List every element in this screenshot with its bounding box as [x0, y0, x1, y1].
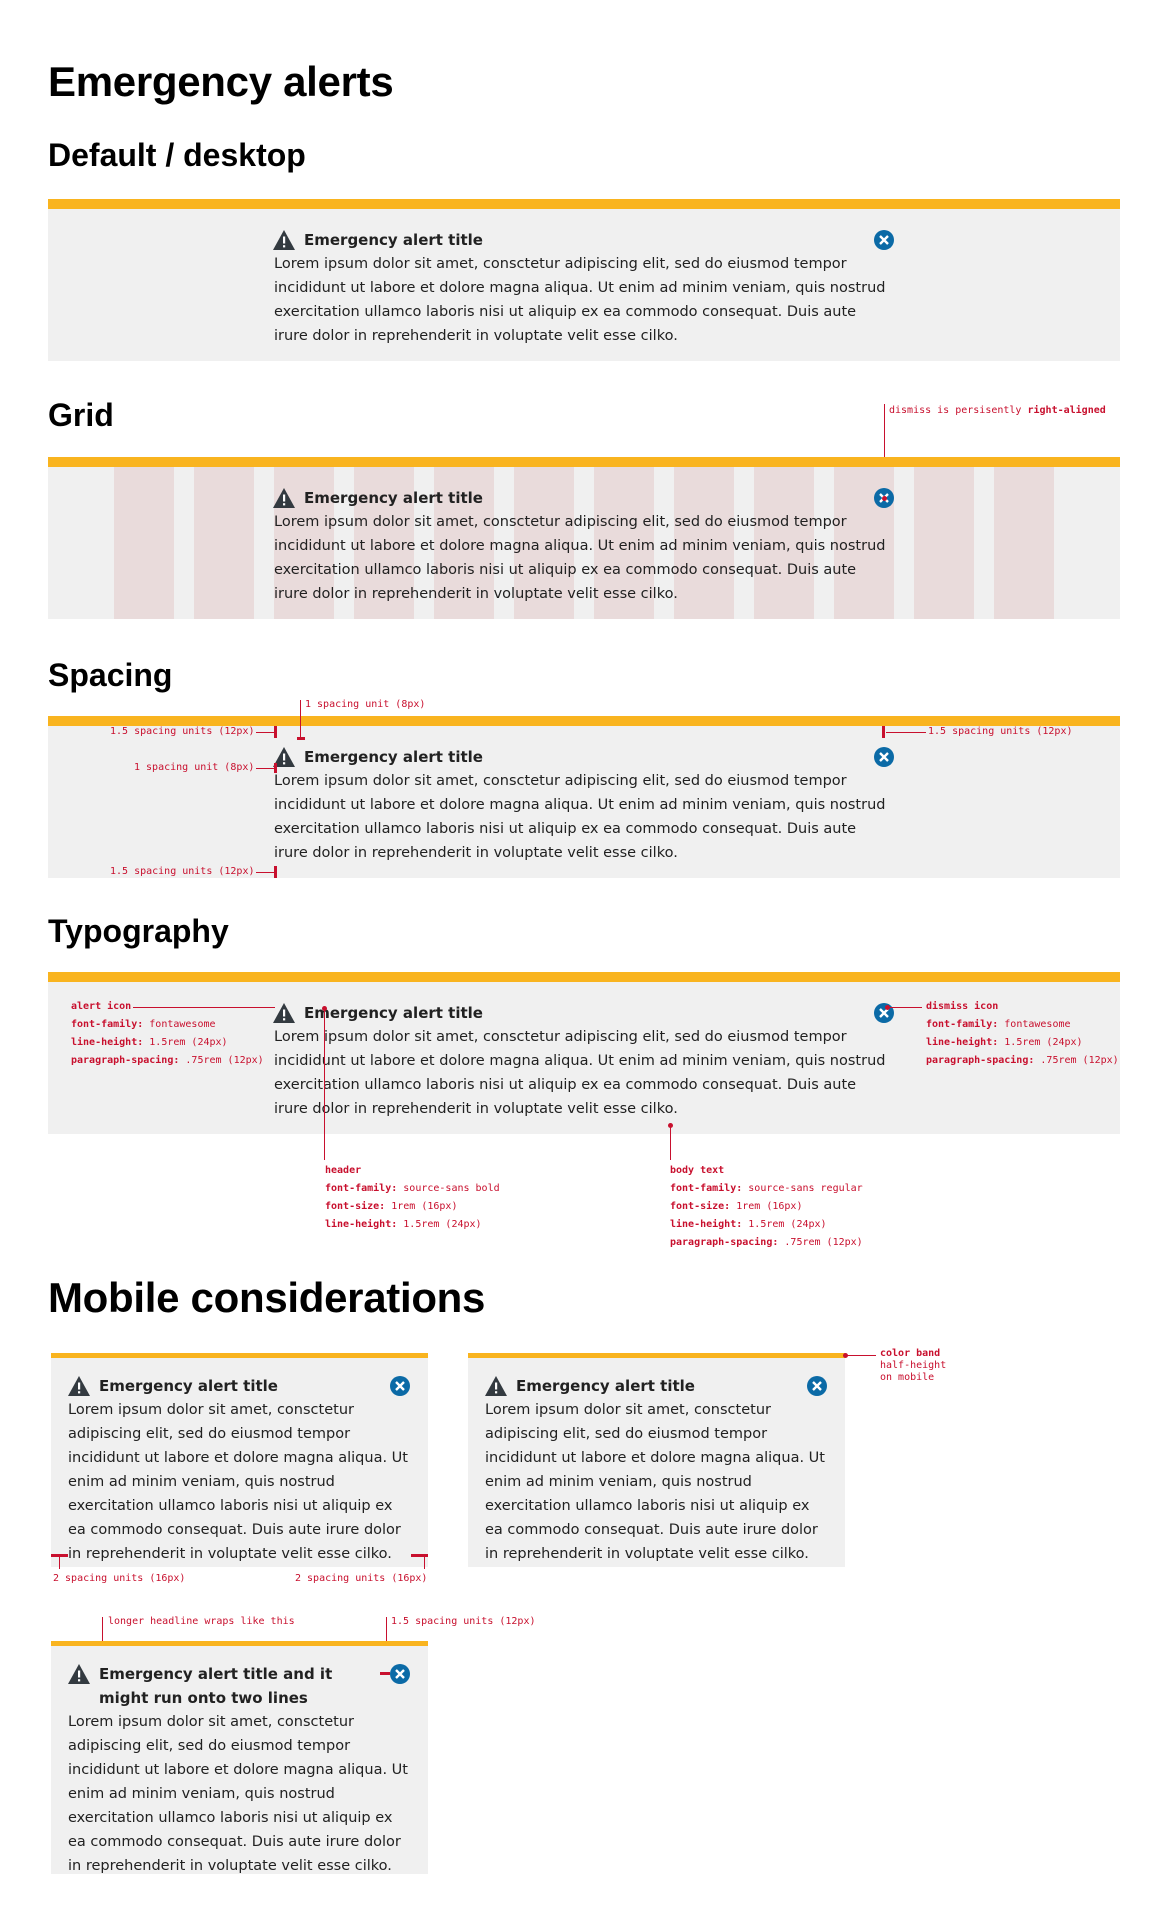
alert-body: Lorem ipsum dolor sit amet, consctetur a…	[274, 773, 886, 861]
annotation-leader	[886, 732, 926, 733]
alert-title: Emergency alert title	[516, 1377, 695, 1395]
alert-title: Emergency alert title	[304, 1004, 483, 1022]
grid-column	[594, 467, 654, 619]
annotation-marker	[297, 737, 305, 740]
annotation-right-padding: 1.5 spacing units (12px)	[928, 726, 1073, 737]
page-title: Emergency alerts	[48, 58, 394, 105]
grid-column	[754, 467, 814, 619]
annotation-dot	[322, 1006, 327, 1011]
grid-column	[354, 467, 414, 619]
grid-column	[434, 467, 494, 619]
annotation-leader	[256, 768, 274, 769]
emergency-alert-typography: Emergency alert title Lorem ipsum dolor …	[48, 972, 1120, 1134]
alert-title: Emergency alert title	[304, 231, 483, 249]
alert-title: Emergency alert title	[304, 489, 483, 507]
close-circle-icon[interactable]	[807, 1376, 827, 1396]
warning-triangle-icon	[273, 230, 295, 250]
emergency-alert-grid: Emergency alert title Lorem ipsum dolor …	[48, 457, 1120, 619]
annotation-leader	[424, 1555, 425, 1569]
section-heading-grid: Grid	[48, 397, 114, 433]
annotation-leader	[884, 404, 885, 487]
grid-column	[994, 467, 1054, 619]
grid-column	[514, 467, 574, 619]
annotation-leader	[888, 1007, 922, 1008]
annotation-color-band: color band half-height on mobile	[880, 1348, 947, 1383]
annotation-dot	[882, 496, 887, 501]
annotation-leader	[256, 732, 274, 733]
warning-triangle-icon	[273, 747, 295, 767]
alert-body: Lorem ipsum dolor sit amet, consctetur a…	[274, 514, 886, 602]
annotation-bottom-padding: 1.5 spacing units (12px)	[110, 866, 255, 877]
section-heading-spacing: Spacing	[48, 657, 173, 693]
emergency-alert-mobile-long-title: Emergency alert title and it might run o…	[51, 1641, 428, 1874]
alert-body: Lorem ipsum dolor sit amet, consctetur a…	[68, 1402, 408, 1562]
annotation-leader	[324, 1008, 325, 1160]
annotation-left-padding: 2 spacing units (16px)	[53, 1573, 186, 1584]
annotation-leader	[256, 872, 274, 873]
annotation-marker	[380, 1672, 390, 1675]
close-circle-icon[interactable]	[874, 747, 894, 767]
alert-body: Lorem ipsum dolor sit amet, consctetur a…	[68, 1714, 408, 1874]
annotation-title-gap: 1 spacing unit (8px)	[134, 762, 255, 773]
grid-column	[914, 467, 974, 619]
close-circle-icon[interactable]	[390, 1664, 410, 1684]
close-circle-icon[interactable]	[874, 1003, 894, 1023]
annotation-leader	[59, 1555, 60, 1569]
spec-body-text: body text font-family: source-sans regul…	[670, 1165, 863, 1248]
emergency-alert-mobile: Emergency alert title Lorem ipsum dolor …	[51, 1353, 428, 1567]
emergency-alert-spacing: Emergency alert title Lorem ipsum dolor …	[48, 716, 1120, 878]
alert-title: Emergency alert title and it might run o…	[99, 1665, 333, 1707]
grid-columns	[48, 467, 1120, 619]
alert-title: Emergency alert title	[304, 748, 483, 766]
annotation-dot	[843, 1353, 848, 1358]
annotation-marker	[411, 1554, 428, 1557]
warning-triangle-icon	[273, 488, 295, 508]
annotation-longer-headline: longer headline wraps like this	[108, 1616, 295, 1627]
alert-body: Lorem ipsum dolor sit amet, consctetur a…	[274, 256, 886, 344]
section-heading-typography: Typography	[48, 913, 229, 949]
warning-triangle-icon	[68, 1664, 90, 1684]
annotation-dismiss-aligned: dismiss is persisently right-aligned	[889, 405, 1106, 416]
section-heading-default: Default / desktop	[48, 137, 306, 173]
spec-alert-icon: alert icon font-family: fontawesome line…	[71, 1001, 264, 1066]
annotation-leader	[846, 1355, 876, 1356]
annotation-leader	[300, 700, 301, 738]
warning-triangle-icon	[485, 1376, 507, 1396]
close-circle-icon[interactable]	[390, 1376, 410, 1396]
annotation-top-padding: 1.5 spacing units (12px)	[110, 726, 255, 737]
spec-header: header font-family: source-sans bold fon…	[325, 1165, 500, 1230]
annotation-marker	[274, 866, 277, 878]
emergency-alert-desktop: Emergency alert title Lorem ipsum dolor …	[48, 199, 1120, 361]
alert-body: Lorem ipsum dolor sit amet, consctetur a…	[274, 1029, 886, 1117]
annotation-marker	[274, 763, 277, 773]
grid-column	[194, 467, 254, 619]
annotation-icon-gap: 1 spacing unit (8px)	[305, 699, 426, 710]
annotation-leader	[133, 1007, 275, 1008]
annotation-marker	[274, 726, 277, 738]
warning-triangle-icon	[68, 1376, 90, 1396]
annotation-leader	[670, 1126, 671, 1160]
annotation-marker	[882, 726, 885, 738]
close-circle-icon[interactable]	[874, 230, 894, 250]
warning-triangle-icon	[273, 1003, 295, 1023]
alert-body: Lorem ipsum dolor sit amet, consctetur a…	[485, 1402, 825, 1562]
spec-dismiss-icon: dismiss icon font-family: fontawesome li…	[926, 1001, 1119, 1066]
annotation-right-padding: 2 spacing units (16px)	[295, 1573, 428, 1584]
annotation-dot	[668, 1123, 673, 1128]
grid-column	[114, 467, 174, 619]
grid-column	[674, 467, 734, 619]
emergency-alert-mobile: Emergency alert title Lorem ipsum dolor …	[468, 1353, 845, 1567]
annotation-dismiss-gap: 1.5 spacing units (12px)	[391, 1616, 536, 1627]
annotation-dot	[885, 1005, 890, 1010]
section-heading-mobile: Mobile considerations	[48, 1274, 486, 1321]
alert-title: Emergency alert title	[99, 1377, 278, 1395]
